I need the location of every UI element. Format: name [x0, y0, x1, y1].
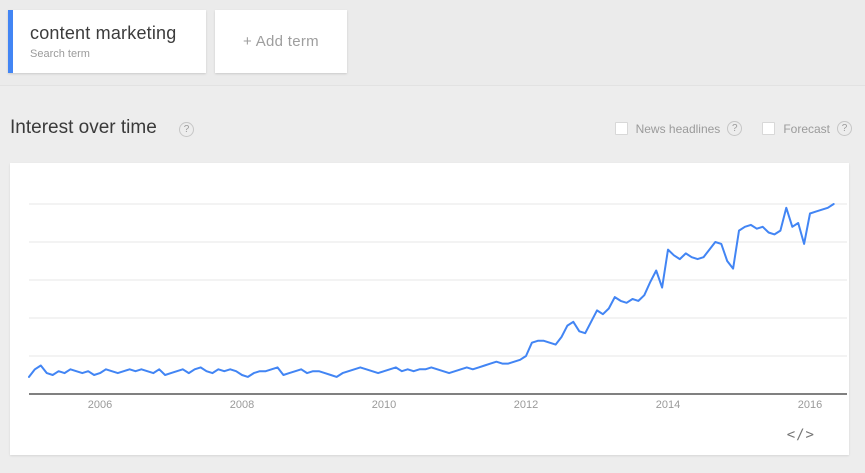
x-axis-labels: 2006 2008 2010 2012 2014 2016: [88, 399, 822, 411]
svg-text:2014: 2014: [656, 399, 680, 411]
trend-line: [28, 203, 835, 378]
help-icon[interactable]: ?: [727, 121, 743, 136]
interest-over-time-chart[interactable]: 2006 2008 2010 2012 2014 2016 </>: [10, 163, 849, 455]
help-icon[interactable]: ?: [179, 122, 194, 137]
search-term-title: content marketing: [30, 23, 177, 43]
page-title: Interest over time: [10, 117, 157, 138]
help-icon[interactable]: ?: [837, 121, 852, 136]
search-term-subtitle: Search term: [30, 48, 90, 60]
svg-text:2008: 2008: [230, 399, 254, 411]
svg-text:2012: 2012: [514, 399, 538, 411]
trend-chart-svg: 2006 2008 2010 2012 2014 2016: [28, 203, 847, 411]
search-term-card[interactable]: content marketing Search term: [8, 10, 206, 73]
add-term-button[interactable]: + Add term: [215, 10, 347, 73]
gridlines: [29, 203, 847, 357]
svg-text:2016: 2016: [798, 399, 822, 411]
news-headlines-label[interactable]: News headlines: [635, 121, 721, 136]
chart-options: News headlines ? Forecast ?: [614, 121, 852, 136]
forecast-label[interactable]: Forecast: [783, 121, 830, 136]
svg-text:2010: 2010: [372, 399, 396, 411]
search-terms-toolbar: content marketing Search term + Add term: [0, 0, 865, 86]
forecast-checkbox[interactable]: [762, 122, 776, 135]
svg-text:2006: 2006: [88, 399, 112, 411]
term-color-bar: [8, 10, 13, 73]
news-headlines-checkbox[interactable]: [614, 122, 628, 135]
embed-code-icon[interactable]: </>: [786, 427, 815, 443]
